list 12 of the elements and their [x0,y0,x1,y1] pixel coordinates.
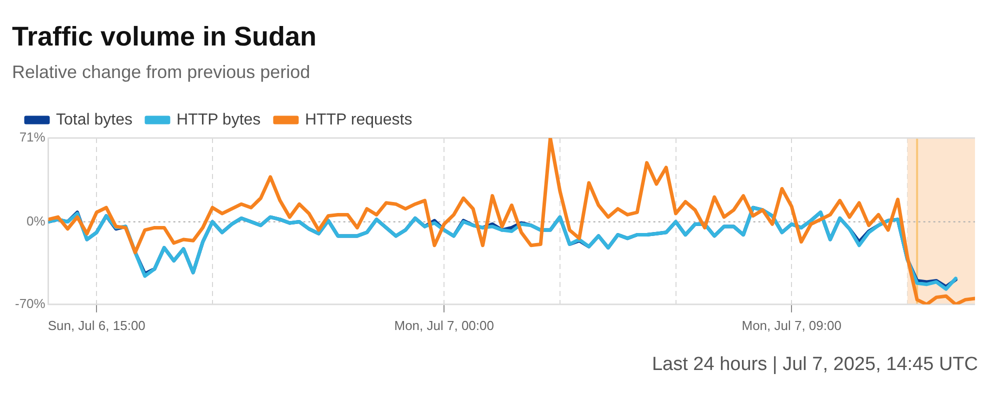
chart-title: Traffic volume in Sudan [12,22,317,52]
legend-label: Total bytes [56,111,132,128]
legend-label: HTTP requests [304,111,412,128]
x-tick-label: Sun, Jul 6, 15:00 [48,318,146,333]
y-tick-label: -70% [14,296,46,311]
x-tick-label: Mon, Jul 7, 09:00 [742,318,842,333]
legend-label: HTTP bytes [176,111,261,128]
y-tick-label: 71% [19,130,46,145]
y-tick-label: 0% [26,213,46,228]
x-tick-label: Mon, Jul 7, 00:00 [394,318,494,333]
text: Last 24 hours | Jul 7, 2025, 14:45 UTC [652,354,978,376]
chart-subtitle: Relative change from previous period [12,62,310,82]
